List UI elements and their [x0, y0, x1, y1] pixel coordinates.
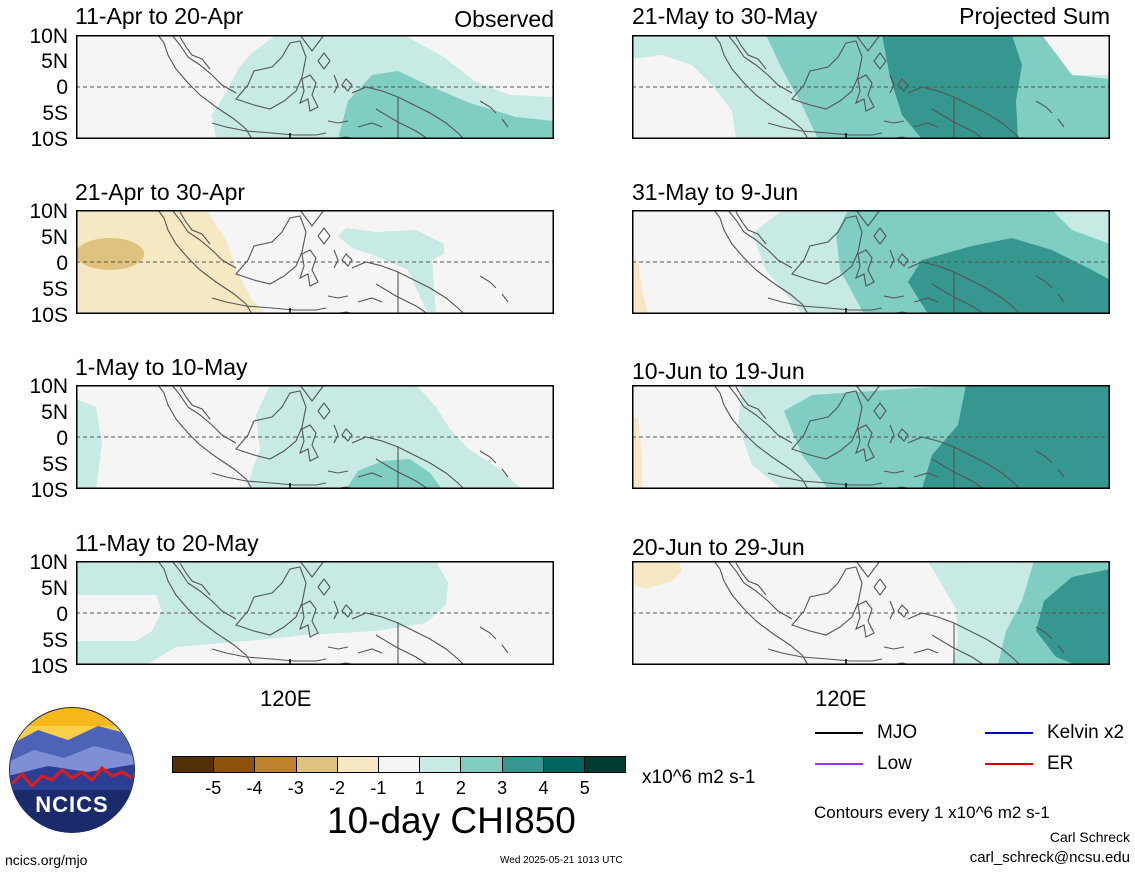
colorbar-swatch [255, 757, 297, 772]
ncics-logo: NCICS [8, 706, 136, 834]
lat-label: 10S [30, 304, 68, 327]
colorbar [172, 756, 626, 773]
lat-label: 0 [56, 252, 68, 275]
lat-label: 0 [56, 427, 68, 450]
lat-label: 10N [29, 551, 68, 574]
colorbar-swatch [337, 757, 379, 772]
lat-label: 10S [30, 655, 68, 678]
panel-title: 21-Apr to 30-Apr [75, 179, 246, 205]
map-panel-1may [76, 385, 554, 489]
colorbar-units: x10^6 m2 s-1 [642, 767, 756, 788]
lat-label: 5N [41, 401, 68, 424]
lat-label: 5N [41, 50, 68, 73]
legend-low-swatch [815, 763, 863, 765]
legend-mjo-swatch [815, 732, 863, 734]
legend-low: Low [815, 753, 912, 775]
author-name: Carl Schreck [1049, 829, 1130, 845]
colorbar-swatch [584, 757, 626, 772]
colorbar-tick-label: -5 [205, 778, 222, 798]
legend-er-label: ER [1047, 753, 1074, 774]
map-panel-21may [632, 35, 1110, 139]
logo-text: NCICS [35, 792, 109, 817]
legend-mjo-label: MJO [877, 722, 918, 743]
colorbar-swatch [378, 757, 421, 772]
panel-title: 20-Jun to 29-Jun [632, 534, 805, 560]
legend-kelvin-swatch [985, 732, 1033, 734]
colorbar-tick-label: 5 [579, 778, 590, 798]
panel-title: 1-May to 10-May [75, 354, 248, 380]
colorbar-swatch [543, 757, 585, 772]
colorbar-tick-label: 4 [538, 778, 549, 798]
lon-label-left: 120E [260, 686, 312, 711]
lat-label: 10N [29, 25, 68, 48]
panel-title: 31-May to 9-Jun [632, 179, 799, 205]
lat-label: 5N [41, 577, 68, 600]
lat-label: 0 [56, 603, 68, 626]
lat-label: 10S [30, 128, 68, 151]
legend-kelvin: Kelvin x2 [985, 722, 1124, 744]
legend-er-swatch [985, 763, 1033, 765]
observed-header: Observed [454, 6, 554, 32]
map-panel-20jun [632, 561, 1110, 665]
timestamp: Wed 2025-05-21 1013 UTC [500, 855, 623, 866]
panel-title: 11-Apr to 20-Apr [75, 3, 244, 29]
map-panel-11apr [76, 35, 554, 139]
lat-label: 0 [56, 76, 68, 99]
lat-label: 10N [29, 200, 68, 223]
legend-kelvin-label: Kelvin x2 [1047, 722, 1125, 743]
colorbar-swatch [173, 757, 215, 772]
lat-label: 5N [41, 226, 68, 249]
map-panel-10jun [632, 385, 1110, 489]
lat-label: 5S [42, 278, 68, 301]
chart-title: 10-day CHI850 [327, 800, 576, 841]
colorbar-swatch [502, 757, 544, 772]
colorbar-swatch [461, 757, 503, 772]
lat-label: 5S [42, 629, 68, 652]
colorbar-tick-label: -1 [370, 778, 387, 798]
lat-label: 10N [29, 375, 68, 398]
projected-header: Projected Sum [959, 3, 1110, 29]
panel-title: 10-Jun to 19-Jun [632, 358, 805, 384]
panel-title: 21-May to 30-May [632, 3, 818, 29]
colorbar-swatch [420, 757, 462, 772]
colorbar-tick-label: 2 [455, 778, 466, 798]
legend-mjo: MJO [815, 722, 917, 744]
lon-label-right: 120E [815, 686, 867, 711]
map-panel-31may [632, 210, 1110, 314]
colorbar-tick-label: 1 [414, 778, 425, 798]
author-email[interactable]: carl_schreck@ncsu.edu [969, 849, 1130, 866]
colorbar-swatch [214, 757, 256, 772]
colorbar-tick-label: 3 [497, 778, 508, 798]
legend-low-label: Low [877, 753, 912, 774]
lat-label: 10S [30, 479, 68, 502]
colorbar-tick-label: -2 [329, 778, 346, 798]
map-panel-11may [76, 561, 554, 665]
map-panel-21apr [76, 210, 554, 314]
panel-title: 11-May to 20-May [75, 530, 259, 556]
site-link[interactable]: ncics.org/mjo [5, 852, 88, 868]
colorbar-tick-label: -4 [246, 778, 263, 798]
contours-note: Contours every 1 x10^6 m2 s-1 [814, 803, 1050, 822]
colorbar-swatch [296, 757, 338, 772]
lat-label: 5S [42, 453, 68, 476]
lat-label: 5S [42, 102, 68, 125]
legend-er: ER [985, 753, 1073, 775]
colorbar-tick-label: -3 [287, 778, 304, 798]
